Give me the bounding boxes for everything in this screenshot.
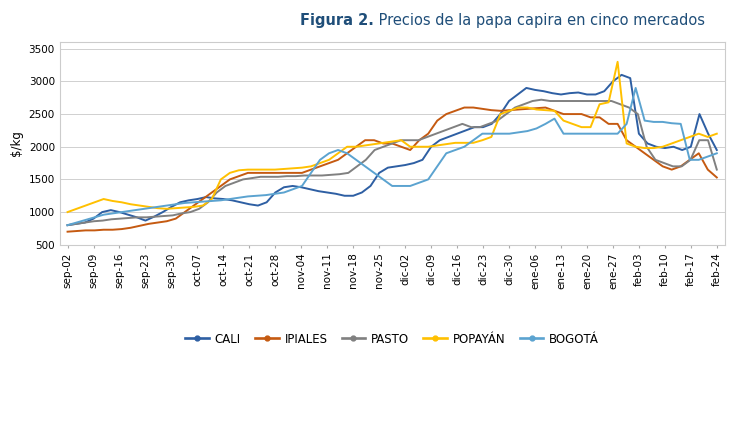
Text: Precios de la papa capira en cinco mercados: Precios de la papa capira en cinco merca… <box>374 13 704 28</box>
PASTO <box>537 97 546 102</box>
POPAYÁN <box>658 144 667 149</box>
CALI <box>496 111 505 116</box>
BOGOTÁ <box>604 131 613 136</box>
BOGOTÁ <box>713 151 722 156</box>
IPIALES <box>713 175 722 180</box>
CALI <box>713 147 722 152</box>
IPIALES <box>460 105 469 110</box>
PASTO <box>651 157 660 162</box>
BOGOTÁ <box>279 190 288 195</box>
IPIALES <box>388 141 397 146</box>
PASTO <box>607 98 616 103</box>
Line: PASTO: PASTO <box>67 100 717 225</box>
Y-axis label: $/kg: $/kg <box>10 130 23 157</box>
CALI <box>124 212 133 217</box>
CALI <box>288 184 297 189</box>
BOGOTÁ <box>631 85 640 90</box>
IPIALES <box>631 144 640 149</box>
POPAYÁN <box>613 59 622 64</box>
Line: CALI: CALI <box>67 75 717 225</box>
CALI <box>617 72 626 77</box>
CALI <box>400 162 409 168</box>
POPAYÁN <box>279 166 288 171</box>
IPIALES <box>208 190 217 195</box>
POPAYÁN <box>63 210 72 215</box>
Line: POPAYÁN: POPAYÁN <box>67 62 717 212</box>
POPAYÁN <box>713 131 722 136</box>
Line: BOGOTÁ: BOGOTÁ <box>67 88 717 225</box>
BOGOTÁ <box>658 119 667 124</box>
IPIALES <box>613 122 622 127</box>
BOGOTÁ <box>208 198 217 203</box>
BOGOTÁ <box>622 122 631 127</box>
PASTO <box>580 98 589 103</box>
PASTO <box>63 223 72 228</box>
PASTO <box>589 98 598 103</box>
CALI <box>583 92 592 97</box>
POPAYÁN <box>604 100 613 105</box>
IPIALES <box>279 170 288 176</box>
PASTO <box>116 216 125 221</box>
POPAYÁN <box>388 139 397 144</box>
BOGOTÁ <box>63 223 72 228</box>
POPAYÁN <box>631 144 640 149</box>
POPAYÁN <box>208 197 217 202</box>
Line: IPIALES: IPIALES <box>67 108 717 232</box>
PASTO <box>563 98 572 103</box>
IPIALES <box>658 164 667 169</box>
Text: Figura 2.: Figura 2. <box>300 13 374 28</box>
Legend: CALI, IPIALES, PASTO, POPAYÁN, BOGOTÁ: CALI, IPIALES, PASTO, POPAYÁN, BOGOTÁ <box>181 328 604 350</box>
PASTO <box>713 167 722 172</box>
IPIALES <box>63 229 72 234</box>
CALI <box>63 223 72 228</box>
CALI <box>479 124 488 130</box>
BOGOTÁ <box>388 184 397 189</box>
